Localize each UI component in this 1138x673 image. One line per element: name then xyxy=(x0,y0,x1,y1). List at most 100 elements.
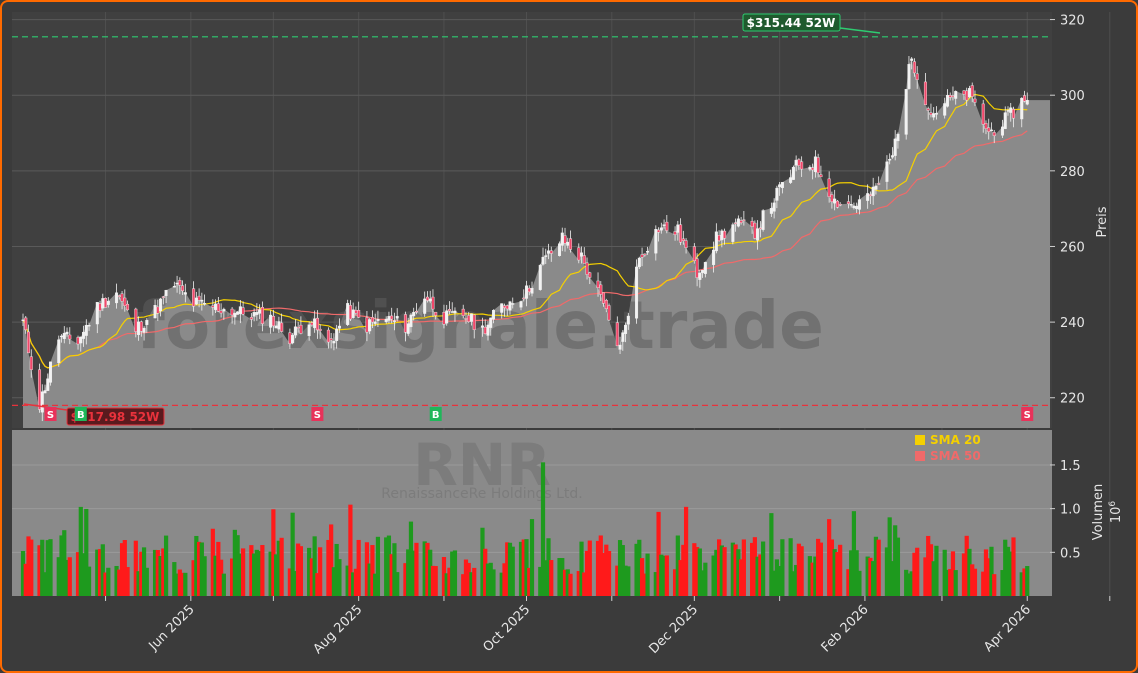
candle-body xyxy=(346,303,350,325)
volume-bar xyxy=(219,559,224,596)
candle-body xyxy=(1006,110,1010,112)
volume-bar xyxy=(983,549,989,596)
volume-tick-label: 1.0 xyxy=(1060,503,1081,518)
candle-body xyxy=(849,204,853,206)
volume-bar xyxy=(617,540,623,596)
volume-bar xyxy=(1003,539,1008,596)
candle-body xyxy=(117,295,121,297)
candle-body xyxy=(703,262,707,274)
volume-bar xyxy=(557,558,562,596)
x-tick-label: Dec 2025 xyxy=(646,602,701,657)
candle-body xyxy=(808,166,812,170)
volume-bar xyxy=(334,543,339,596)
candle-body xyxy=(354,310,358,314)
volume-bar xyxy=(469,572,474,596)
price-area-fill xyxy=(23,58,1050,428)
candle-body xyxy=(624,324,628,334)
candle-body xyxy=(252,312,256,317)
candle-body xyxy=(123,297,127,306)
volume-bar xyxy=(260,545,265,596)
volume-bar xyxy=(450,551,455,596)
candle-body xyxy=(464,318,468,320)
candle-body xyxy=(392,320,396,322)
sma-50-path xyxy=(22,130,1028,369)
candle-body xyxy=(563,235,567,244)
candle-body xyxy=(60,335,64,338)
candle-body xyxy=(819,174,823,178)
candle-body xyxy=(296,326,300,329)
price-axis-label: Preis xyxy=(1095,206,1110,237)
candle-body xyxy=(813,156,817,173)
volume-bar xyxy=(568,573,573,596)
signal-sell-label: S xyxy=(314,410,321,421)
candle-body xyxy=(491,310,495,320)
volume-bar xyxy=(791,571,796,596)
candle-body xyxy=(1011,108,1015,119)
volume-bar xyxy=(887,517,892,596)
volume-bar xyxy=(97,549,103,596)
candle-body xyxy=(734,222,738,224)
volume-bar xyxy=(565,569,570,596)
candle-body xyxy=(618,344,622,350)
volume-bar xyxy=(395,572,400,596)
volume-bar xyxy=(981,571,986,596)
candle-body xyxy=(139,321,143,332)
candle-body xyxy=(973,98,977,103)
candle-body xyxy=(717,234,721,241)
volume-bar xyxy=(659,554,664,596)
candle-body xyxy=(472,314,476,330)
candle-body xyxy=(480,325,484,328)
volume-bar xyxy=(642,573,647,596)
volume-bar xyxy=(529,519,535,596)
candle-body xyxy=(926,108,930,111)
candle-body xyxy=(662,224,666,226)
candle-body xyxy=(412,312,416,317)
volume-bar xyxy=(158,556,163,596)
candle-body xyxy=(962,90,966,95)
candle-body xyxy=(811,167,815,171)
volume-bar xyxy=(989,546,994,596)
volume-bar xyxy=(279,537,284,596)
volume-bar xyxy=(119,543,125,596)
candle-body xyxy=(615,322,619,347)
candle-body xyxy=(211,305,215,308)
candle-body xyxy=(1009,107,1013,113)
volume-bar xyxy=(408,521,414,596)
volume-tick-label: 0.5 xyxy=(1060,546,1081,561)
volume-bar xyxy=(480,527,485,596)
candle-body xyxy=(409,314,413,328)
volume-bar xyxy=(807,556,812,596)
candle-body xyxy=(912,61,916,74)
candle-body xyxy=(723,230,727,239)
candle-body xyxy=(888,159,892,161)
candle-body xyxy=(483,326,487,335)
volume-bar xyxy=(716,539,722,596)
candle-body xyxy=(833,198,837,204)
candle-body xyxy=(271,316,275,327)
signal-sell-box xyxy=(1021,407,1034,421)
volume-bar xyxy=(351,572,356,596)
candle-body xyxy=(233,312,237,318)
candle-body xyxy=(434,311,438,316)
candle-body xyxy=(827,178,831,197)
candle-body xyxy=(376,319,380,322)
volume-bar xyxy=(78,506,83,596)
volume-exponent: 106 xyxy=(1108,501,1124,524)
volume-y-ticks: 0.5 1.0 1.5 xyxy=(1050,459,1081,561)
volume-bar xyxy=(912,552,917,596)
candle-body xyxy=(307,324,311,337)
candle-body xyxy=(126,303,130,311)
volume-bar xyxy=(309,558,314,596)
volume-bar xyxy=(488,562,493,596)
volume-bar xyxy=(199,542,204,596)
volume-bar xyxy=(100,544,105,596)
candle-body xyxy=(791,167,795,180)
volume-bar xyxy=(777,566,782,596)
52w-high-arrow xyxy=(839,27,881,34)
price-tick-label: 300 xyxy=(1060,89,1085,104)
candle-body xyxy=(684,240,688,248)
candle-body xyxy=(423,298,427,314)
candle-body xyxy=(607,305,611,321)
volume-bar xyxy=(122,540,127,596)
candle-body xyxy=(175,282,179,285)
